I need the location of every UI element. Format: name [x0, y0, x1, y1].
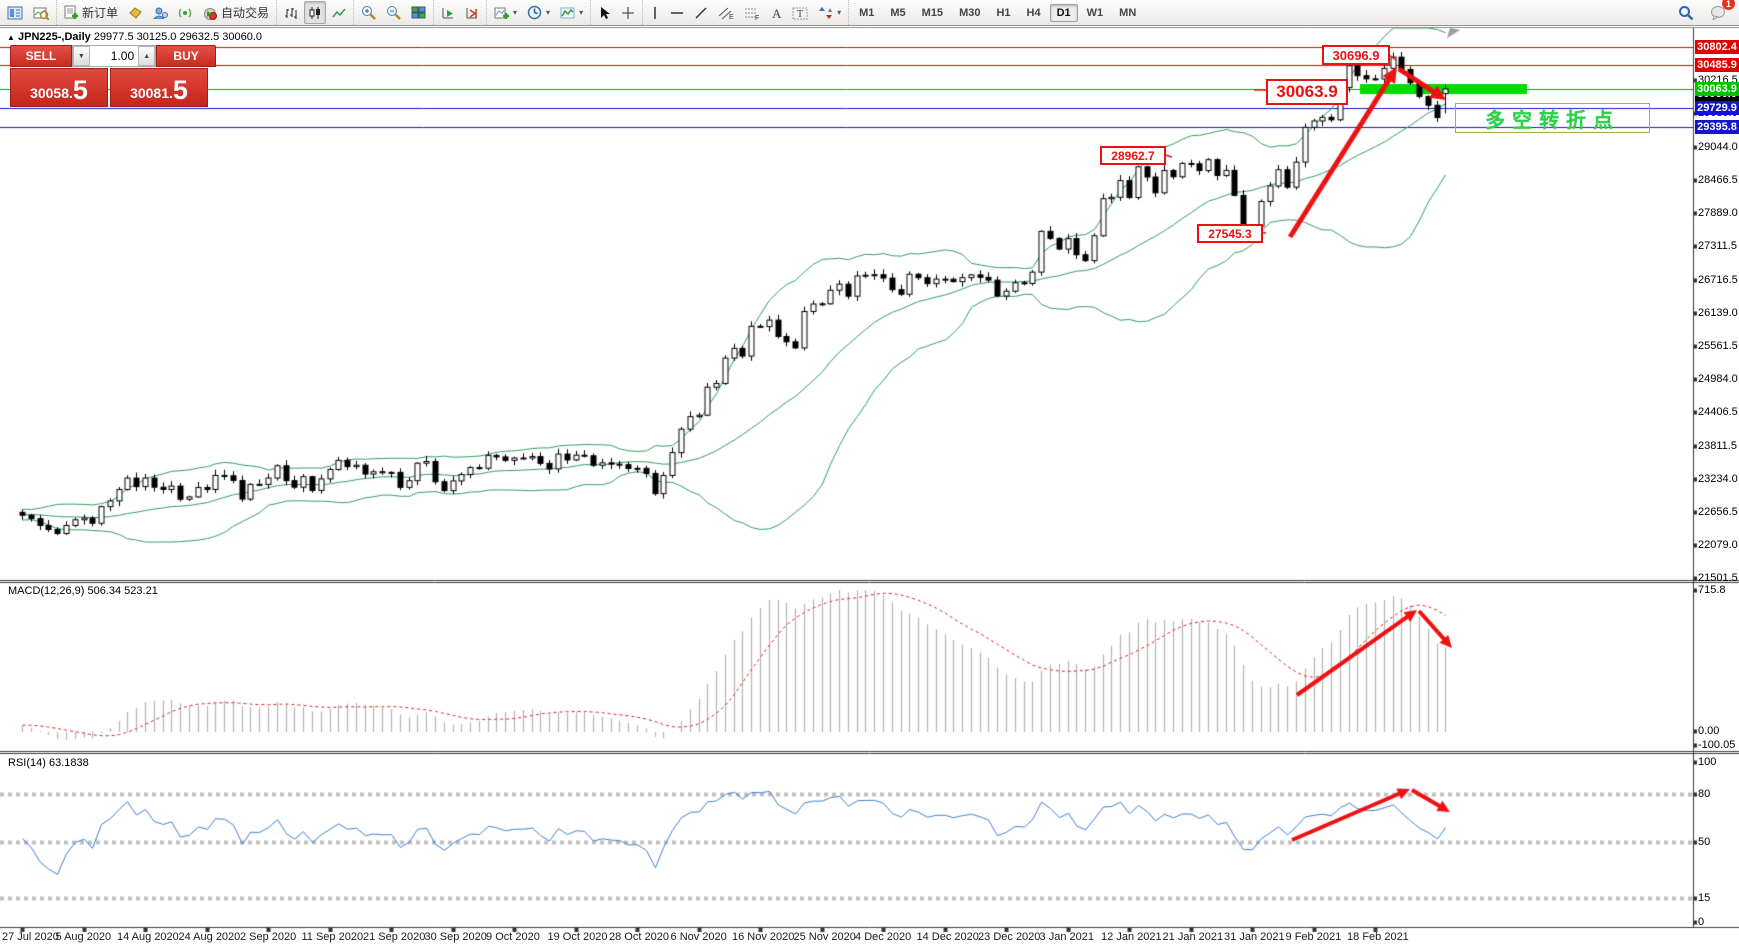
gold-tag-icon: [129, 7, 142, 19]
period-caret-icon: ▾: [546, 8, 551, 17]
indicators-caret-icon: ▾: [579, 8, 584, 17]
chart-shift-icon: [466, 7, 478, 18]
fibonacci-icon: F: [745, 8, 759, 20]
timeframe-toolbar: M1 M5 M15 M30 H1 H4 D1 W1 MN: [848, 0, 1146, 25]
new-chart-caret-icon: ▾: [513, 8, 518, 17]
chart-canvas[interactable]: [0, 26, 1739, 948]
autotrading-icon: [204, 7, 218, 20]
text-label-icon: T: [792, 7, 808, 20]
autotrading-label: 自动交易: [221, 6, 270, 20]
cursor-icon: [601, 6, 611, 19]
svg-text:A: A: [772, 6, 782, 20]
bar-chart-mode-button[interactable]: [280, 1, 302, 24]
tile-windows-icon: [411, 6, 426, 19]
text-icon: A: [772, 6, 782, 20]
tile-windows-button[interactable]: [407, 1, 430, 24]
arrows-shapes-icon: [819, 6, 833, 19]
crosshair-icon: [622, 6, 635, 19]
fibonacci-tool-button[interactable]: F: [740, 1, 764, 24]
main-toolbar: 新订单 自动交易: [0, 0, 1739, 26]
timeframe-button-M5[interactable]: M5: [890, 6, 906, 19]
auto-scroll-button[interactable]: [437, 1, 459, 24]
community-button[interactable]: [149, 1, 172, 24]
bar-chart-icon: [285, 7, 297, 19]
depth-of-market-button[interactable]: [124, 1, 147, 24]
new-order-label: 新订单: [82, 6, 119, 20]
channel-icon: E: [718, 7, 734, 20]
equidistant-channel-tool-button[interactable]: E: [714, 1, 738, 24]
line-chart-icon: [332, 8, 346, 17]
crosshair-tool-button[interactable]: [617, 1, 639, 24]
new-chart-button[interactable]: ▾: [490, 1, 521, 24]
arrows-caret-icon: ▾: [837, 8, 842, 17]
volume-input[interactable]: [89, 46, 139, 66]
timeframe-button-D1[interactable]: D1: [1049, 3, 1078, 22]
vertical-line-icon: [654, 6, 656, 19]
timeframe-button-M15[interactable]: M15: [921, 6, 944, 19]
horizontal-line-icon: [671, 11, 684, 14]
notification-badge: 1: [1722, 0, 1735, 10]
cloud-user-icon: [153, 7, 169, 19]
search-icon: [1679, 5, 1694, 20]
candlestick-icon: [309, 6, 321, 19]
chat-bubble-icon: [1711, 6, 1725, 20]
svg-text:F: F: [755, 15, 759, 20]
period-button[interactable]: ▾: [523, 1, 554, 24]
candlestick-mode-button[interactable]: [304, 1, 327, 24]
text-tool-button[interactable]: A: [766, 1, 786, 24]
search-button[interactable]: [1674, 1, 1698, 24]
zoom-in-icon: [362, 6, 376, 20]
zoom-out-icon: [387, 6, 401, 20]
vertical-line-tool-button[interactable]: [646, 1, 664, 24]
zoom-out-button[interactable]: [382, 1, 405, 24]
notifications-button[interactable]: 1: [1706, 0, 1735, 24]
auto-scroll-icon: [442, 7, 454, 18]
timeframe-button-M30[interactable]: M30: [959, 6, 981, 19]
timeframe-button-M1[interactable]: M1: [859, 6, 875, 19]
horizontal-line-tool-button[interactable]: [666, 1, 688, 24]
chart-shift-button[interactable]: [461, 1, 483, 24]
timeframe-button-W1[interactable]: W1: [1086, 6, 1104, 19]
news-button[interactable]: [174, 1, 197, 24]
line-chart-mode-button[interactable]: [328, 1, 350, 24]
trendline-tool-button[interactable]: [690, 1, 712, 24]
text-label-tool-button[interactable]: T: [788, 1, 812, 24]
new-order-button[interactable]: 新订单: [60, 1, 122, 24]
workspace-panel-button[interactable]: [3, 1, 27, 24]
trendline-icon: [695, 6, 707, 19]
new-order-icon: [64, 5, 78, 19]
arrows-tool-button[interactable]: ▾: [814, 1, 845, 24]
timeframe-button-H1[interactable]: H1: [996, 6, 1011, 19]
timeframe-button-MN[interactable]: MN: [1119, 6, 1137, 19]
timeframe-button-H4[interactable]: H4: [1026, 6, 1041, 19]
indicators-icon: [560, 7, 575, 18]
new-chart-icon: [494, 7, 510, 19]
autotrading-button[interactable]: 自动交易: [199, 1, 273, 24]
svg-text:E: E: [729, 14, 734, 20]
workspace-panel-icon: [7, 6, 23, 19]
cursor-tool-button[interactable]: [594, 1, 615, 24]
zoom-in-button[interactable]: [357, 1, 380, 24]
indicators-button[interactable]: ▾: [556, 1, 587, 24]
svg-text:T: T: [797, 9, 803, 20]
clock-icon: [527, 5, 542, 20]
broadcast-icon: [178, 8, 192, 18]
market-watch-button[interactable]: [29, 1, 53, 24]
chart-magnifier-icon: [33, 7, 49, 20]
